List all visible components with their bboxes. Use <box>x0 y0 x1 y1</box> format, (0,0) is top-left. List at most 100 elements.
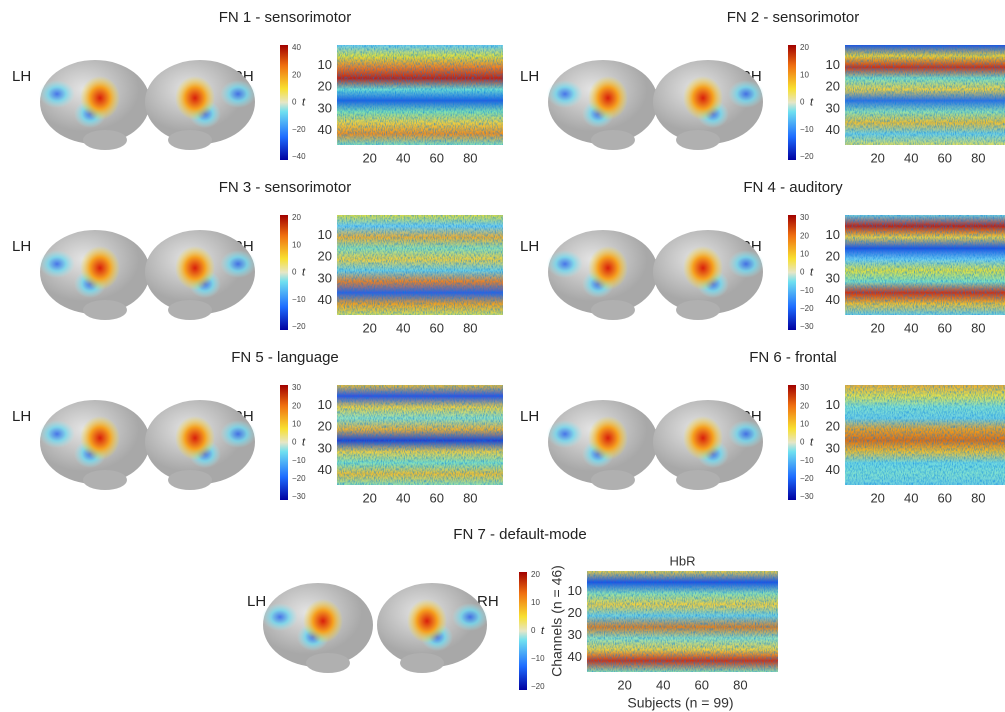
brain-stem <box>676 130 720 150</box>
colorbar-label: t <box>810 436 814 448</box>
brain-stem <box>306 653 350 673</box>
activation <box>80 416 120 460</box>
colorbar-tick: 10 <box>800 249 809 258</box>
colorbar-tick: −20 <box>800 304 814 313</box>
brain <box>653 60 764 150</box>
activation <box>39 420 75 448</box>
y-tick-label: 40 <box>318 122 332 137</box>
colorbar-tick: −20 <box>292 322 306 331</box>
heatmap-noise <box>587 571 778 672</box>
heatmap-noise <box>337 45 503 145</box>
x-tick-label: 20 <box>870 320 884 335</box>
y-tick-label: 30 <box>318 100 332 115</box>
colorbar-tick: 10 <box>292 419 301 428</box>
colorbar-label: t <box>541 625 545 637</box>
brain <box>145 400 256 490</box>
activation <box>547 80 583 108</box>
y-tick-label: 30 <box>826 100 840 115</box>
x-axis-label: Subjects (n = 99) <box>627 695 733 711</box>
activation <box>547 420 583 448</box>
activation <box>683 416 723 460</box>
x-tick-label: 20 <box>362 320 376 335</box>
brain-stem <box>591 300 635 320</box>
y-tick-label: 10 <box>826 57 840 72</box>
activation <box>39 250 75 278</box>
colorbar <box>788 215 796 330</box>
activation <box>728 250 764 278</box>
brain <box>547 60 658 150</box>
colorbar-label: t <box>302 436 306 448</box>
colorbar-tick: −20 <box>800 152 814 161</box>
x-tick-label: 40 <box>396 490 410 505</box>
y-tick-label: 40 <box>568 649 582 664</box>
activation <box>220 250 256 278</box>
colorbar-tick: −20 <box>531 682 545 691</box>
colorbar <box>788 45 796 160</box>
colorbar <box>280 45 288 160</box>
colorbar-tick: 0 <box>292 98 297 107</box>
hemisphere-label: LH <box>520 408 539 425</box>
x-tick-label: 80 <box>971 490 985 505</box>
y-tick-label: 40 <box>318 292 332 307</box>
colorbar-tick: 30 <box>292 383 301 392</box>
y-tick-label: 20 <box>568 605 582 620</box>
activation <box>683 246 723 290</box>
brain-stem <box>83 130 127 150</box>
colorbar-tick: 30 <box>800 213 809 222</box>
y-tick-label: 20 <box>826 419 840 434</box>
activation <box>547 250 583 278</box>
brain-stem <box>83 300 127 320</box>
hemisphere-label: LH <box>520 238 539 255</box>
colorbar-tick: 20 <box>800 401 809 410</box>
panel-title: FN 1 - sensorimotor <box>219 9 352 26</box>
brain-stem <box>591 470 635 490</box>
x-tick-label: 80 <box>971 320 985 335</box>
hemisphere-label: RH <box>477 593 499 610</box>
y-tick-label: 40 <box>826 292 840 307</box>
x-tick-label: 20 <box>870 150 884 165</box>
x-tick-label: 80 <box>463 490 477 505</box>
brain <box>39 400 150 490</box>
colorbar-tick: −20 <box>800 474 814 483</box>
colorbar-tick: −10 <box>292 295 306 304</box>
colorbar-tick: −10 <box>800 456 814 465</box>
colorbar-tick: 20 <box>292 70 301 79</box>
activation <box>80 246 120 290</box>
panel-title: FN 7 - default-mode <box>453 526 586 543</box>
panel-title: FN 2 - sensorimotor <box>727 9 860 26</box>
activation <box>262 603 298 631</box>
brain-stem <box>400 653 444 673</box>
hemisphere-label: LH <box>12 238 31 255</box>
colorbar-tick: 10 <box>531 598 540 607</box>
colorbar-tick: 20 <box>800 231 809 240</box>
activation <box>588 246 628 290</box>
x-tick-label: 40 <box>904 320 918 335</box>
colorbar-tick: −30 <box>800 322 814 331</box>
y-tick-label: 40 <box>318 462 332 477</box>
colorbar-tick: −30 <box>800 492 814 501</box>
heatmap-noise <box>845 45 1005 145</box>
colorbar-tick: 10 <box>800 70 809 79</box>
y-tick-label: 40 <box>826 122 840 137</box>
colorbar-tick: 20 <box>292 401 301 410</box>
colorbar-tick: −10 <box>531 654 545 663</box>
brain <box>39 60 150 150</box>
activation <box>175 246 215 290</box>
colorbar-tick: 20 <box>292 213 301 222</box>
y-tick-label: 10 <box>318 227 332 242</box>
colorbar-tick: −30 <box>292 492 306 501</box>
y-tick-label: 20 <box>826 79 840 94</box>
heatmap-noise <box>337 215 503 315</box>
colorbar <box>788 385 796 500</box>
x-tick-label: 20 <box>362 490 376 505</box>
y-tick-label: 10 <box>318 397 332 412</box>
activation <box>175 416 215 460</box>
x-tick-label: 80 <box>463 320 477 335</box>
colorbar <box>280 215 288 330</box>
colorbar-tick: −10 <box>800 125 814 134</box>
colorbar <box>280 385 288 500</box>
activation <box>728 80 764 108</box>
activation <box>588 416 628 460</box>
heatmap-noise <box>337 385 503 485</box>
